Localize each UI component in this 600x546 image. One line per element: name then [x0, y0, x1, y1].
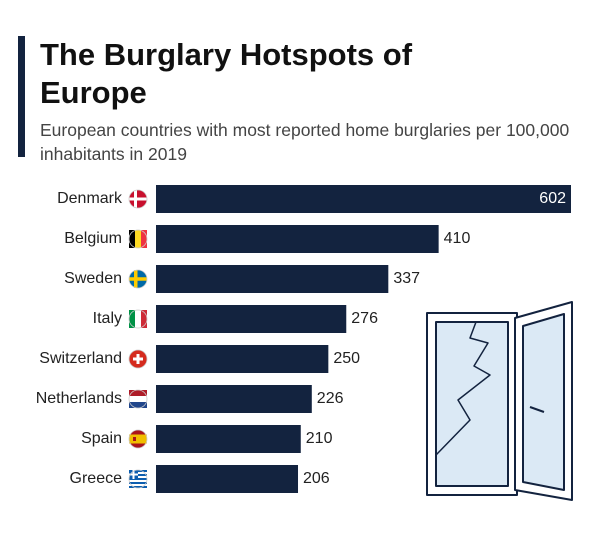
category-label: Denmark — [57, 190, 123, 207]
bar — [156, 465, 299, 493]
category-label: Sweden — [64, 270, 122, 287]
value-label: 206 — [303, 470, 330, 487]
flag-part — [129, 390, 147, 396]
flag-part — [133, 437, 136, 441]
category-label: Netherlands — [36, 390, 122, 407]
bar — [156, 225, 439, 253]
flag-outline — [128, 429, 148, 449]
flag-part — [129, 230, 135, 248]
flag-part — [129, 473, 138, 476]
value-label: 210 — [306, 430, 333, 447]
accent-bar — [18, 36, 25, 157]
category-label: Italy — [93, 310, 122, 327]
flag-outline — [128, 189, 148, 209]
flag-outline — [128, 309, 148, 329]
flag — [128, 429, 148, 449]
flag-outline — [128, 469, 148, 489]
flag — [128, 229, 148, 249]
flag-part — [129, 277, 147, 281]
flag — [128, 349, 148, 369]
window-illustration — [426, 301, 573, 501]
value-label: 337 — [393, 270, 420, 287]
bar — [156, 265, 389, 293]
chart-title: The Burglary Hotspots of Europe — [40, 37, 413, 110]
value-label: 410 — [444, 230, 471, 247]
flag-part — [129, 482, 147, 484]
flag-part — [141, 310, 147, 328]
category-label: Belgium — [64, 230, 122, 247]
flag-part — [129, 310, 135, 328]
value-label: 276 — [351, 310, 378, 327]
flag-part — [129, 434, 147, 444]
flag-outline — [128, 349, 148, 369]
flag-outline — [128, 389, 148, 409]
value-label: 250 — [333, 350, 360, 367]
flag — [128, 189, 148, 209]
bar — [156, 345, 329, 373]
category-label: Switzerland — [39, 350, 122, 367]
bar — [156, 185, 571, 213]
chart-subtitle: European countries with most reported ho… — [40, 120, 570, 164]
flag-outline — [128, 269, 148, 289]
value-label: 226 — [317, 390, 344, 407]
bar — [156, 305, 347, 333]
flag-part — [129, 402, 147, 408]
value-label: 602 — [539, 190, 566, 207]
flag-outline — [128, 229, 148, 249]
flag — [128, 309, 148, 329]
header: The Burglary Hotspots of Europe European… — [18, 36, 578, 166]
flag-part — [129, 486, 147, 488]
flag-part — [129, 197, 147, 201]
bar — [156, 385, 312, 413]
flag — [128, 269, 148, 289]
category-label: Spain — [81, 430, 122, 447]
flag — [128, 389, 148, 409]
bar — [156, 425, 301, 453]
category-label: Greece — [70, 470, 123, 487]
flag-part — [133, 357, 143, 361]
flag — [128, 469, 148, 489]
flag-part — [141, 230, 147, 248]
